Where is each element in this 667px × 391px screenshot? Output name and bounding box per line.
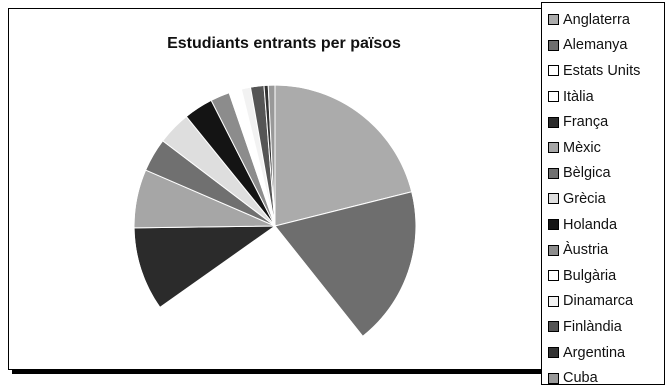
legend-swatch <box>548 372 559 384</box>
legend-item: Anglaterra <box>548 7 664 33</box>
legend-label: Itàlia <box>563 88 594 105</box>
legend-label: Finlàndia <box>563 318 622 335</box>
legend-swatch <box>548 116 559 128</box>
chart-title: Estudiants entrants per països <box>167 35 401 52</box>
legend-item: Bulgària <box>548 263 664 289</box>
legend-swatch <box>548 39 559 51</box>
legend-item: Argentina <box>548 340 664 366</box>
legend-label: Bulgària <box>563 267 617 284</box>
legend-item: Cuba <box>548 365 664 391</box>
legend-item: França <box>548 109 664 135</box>
chart-legend: Anglaterra Alemanya Estats Units Itàlia Fran… <box>541 2 665 386</box>
legend-label: Mèxic <box>563 139 601 156</box>
legend-item: Holanda <box>548 212 664 238</box>
legend-swatch <box>548 167 559 179</box>
legend-swatch <box>548 65 559 77</box>
legend-swatch <box>548 142 559 154</box>
legend-swatch <box>548 219 559 231</box>
legend-item: Mèxic <box>548 135 664 161</box>
pie-outline <box>133 84 417 368</box>
legend-item: Itàlia <box>548 84 664 110</box>
pie-chart <box>133 84 417 368</box>
legend-label: Anglaterra <box>563 11 630 28</box>
legend-label: Argentina <box>563 344 626 361</box>
legend-label: Estats Units <box>563 62 641 79</box>
legend-item: Grècia <box>548 186 664 212</box>
legend-label: Cuba <box>563 370 598 387</box>
legend-item: Alemanya <box>548 33 664 59</box>
legend-label: Grècia <box>563 190 606 207</box>
legend-swatch <box>548 270 559 282</box>
legend-label: Dinamarca <box>563 293 634 310</box>
legend-label: Holanda <box>563 216 618 233</box>
legend-label: Àustria <box>563 242 609 259</box>
legend-label: França <box>563 114 609 131</box>
legend-swatch <box>548 193 559 205</box>
legend-swatch <box>548 321 559 333</box>
legend-item: Àustria <box>548 237 664 263</box>
legend-item: Dinamarca <box>548 289 664 315</box>
legend-swatch <box>548 244 559 256</box>
legend-label: Bèlgica <box>563 165 611 182</box>
legend-item: Bèlgica <box>548 161 664 187</box>
legend-label: Alemanya <box>563 37 628 54</box>
legend-item: Estats Units <box>548 58 664 84</box>
legend-swatch <box>548 295 559 307</box>
legend-swatch <box>548 14 559 26</box>
legend-swatch <box>548 347 559 359</box>
legend-swatch <box>548 91 559 103</box>
legend-item: Finlàndia <box>548 314 664 340</box>
